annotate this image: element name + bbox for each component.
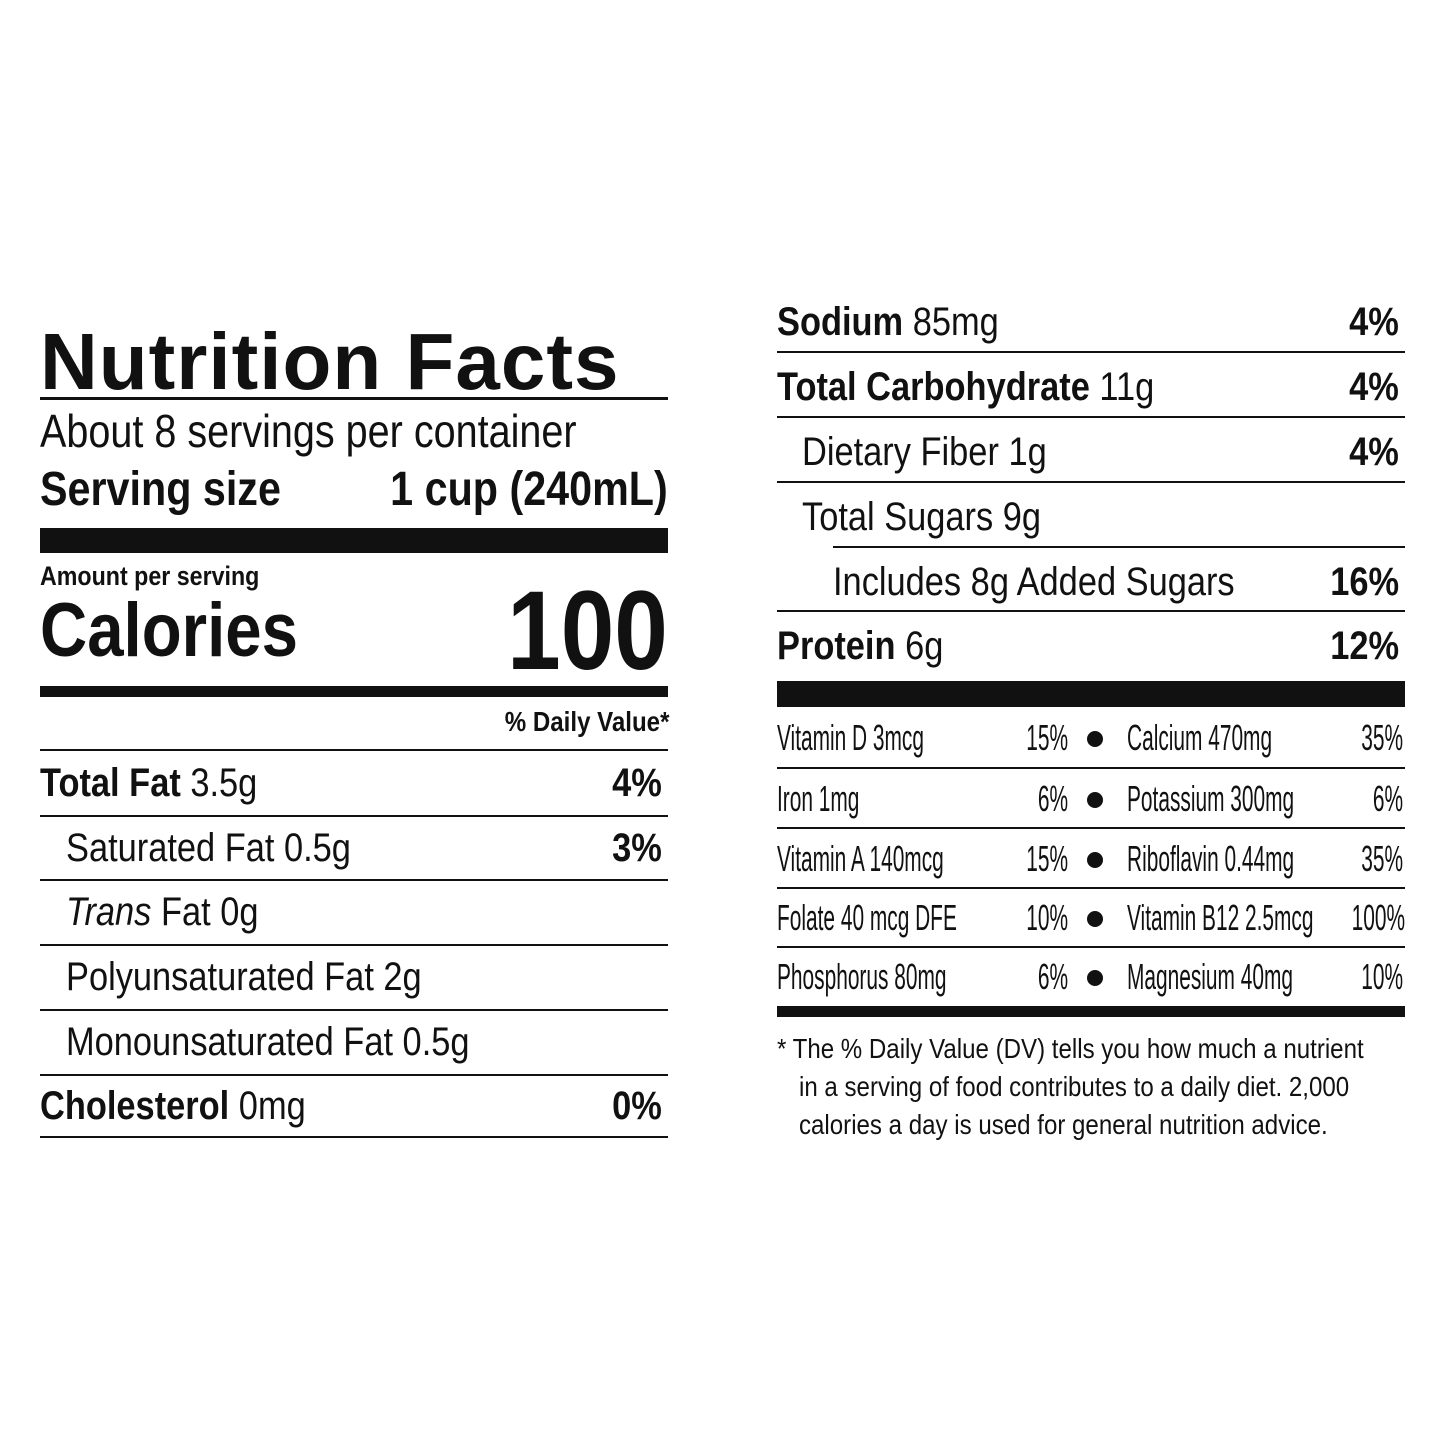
divider — [777, 351, 1405, 353]
serving-size-value: 1 cup (240mL) — [390, 463, 668, 516]
thick-bar — [40, 528, 668, 553]
nutrient-row-monounsaturated-fat: Monounsaturated Fat 0.5g — [66, 1020, 470, 1064]
bullet-icon — [1087, 792, 1103, 808]
nutrient-row-total-carbohydrate: Total Carbohydrate 11g 4% — [777, 364, 1399, 409]
divider — [40, 749, 668, 751]
divider — [40, 397, 668, 400]
divider — [777, 767, 1405, 769]
divider — [833, 546, 1405, 548]
calories-row: Calories 100 — [40, 568, 668, 693]
footnote: * The % Daily Value (DV) tells you how m… — [777, 1033, 1364, 1140]
nutrient-row-total-sugars: Total Sugars 9g — [802, 494, 1042, 539]
bullet-icon — [1087, 970, 1103, 986]
divider — [40, 1136, 668, 1138]
nutrient-row-total-fat: Total Fat 3.5g 4% — [40, 761, 662, 805]
divider — [777, 946, 1405, 948]
divider — [777, 887, 1405, 889]
medium-bar — [40, 686, 668, 697]
nutrient-row-trans-fat: Trans Fat 0g — [66, 890, 259, 934]
calories-value: 100 — [507, 567, 668, 693]
nutrient-row-sodium: Sodium 85mg 4% — [777, 299, 1399, 344]
divider — [40, 1009, 668, 1011]
daily-value-header: % Daily Value* — [504, 706, 669, 737]
bullet-icon — [1087, 731, 1103, 747]
divider — [40, 815, 668, 817]
bullet-icon — [1087, 911, 1103, 927]
divider — [40, 944, 668, 946]
calories-label: Calories — [40, 587, 298, 673]
amount-per-serving: Amount per serving — [40, 561, 260, 591]
nutrient-row-saturated-fat: Saturated Fat 0.5g 3% — [66, 826, 662, 870]
serving-size-label: Serving size — [40, 463, 281, 516]
divider — [777, 481, 1405, 483]
nutrient-row-dietary-fiber: Dietary Fiber 1g 4% — [802, 429, 1399, 474]
divider — [40, 879, 668, 881]
nutrient-row-polyunsaturated-fat: Polyunsaturated Fat 2g — [66, 955, 422, 999]
nutrient-row-cholesterol: Cholesterol 0mg 0% — [40, 1084, 662, 1128]
divider — [40, 1074, 668, 1076]
divider — [777, 416, 1405, 418]
serving-size-row: Serving size 1 cup (240mL) — [40, 462, 668, 517]
nutrient-row-protein: Protein 6g 12% — [777, 623, 1399, 668]
bullet-icon — [1087, 852, 1103, 868]
label-title: Nutrition Facts — [40, 317, 620, 406]
bottom-bar — [777, 1006, 1405, 1017]
servings-per-container: About 8 servings per container — [40, 405, 577, 457]
divider — [777, 827, 1405, 829]
thick-bar — [777, 681, 1405, 707]
divider — [777, 610, 1405, 612]
nutrient-row-added-sugars: Includes 8g Added Sugars 16% — [833, 559, 1399, 604]
